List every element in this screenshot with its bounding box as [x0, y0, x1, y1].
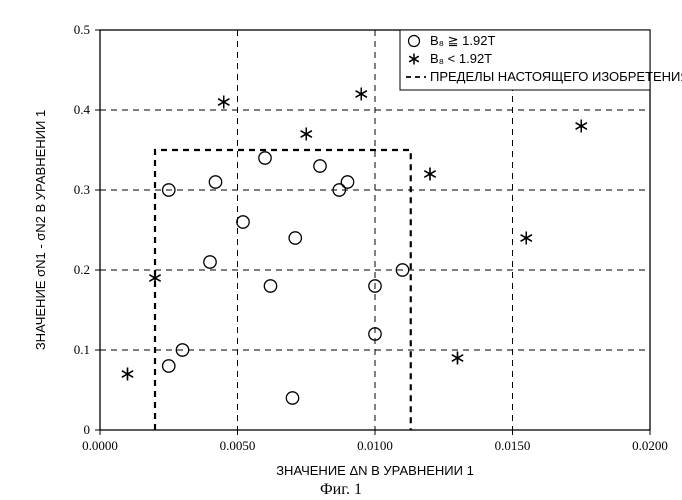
chart-container: 0.0000 0.0050 0.0100 0.0150 0.0200 0 0.1 0.2 0.3…	[0, 0, 682, 500]
ytick-label: 0.1	[74, 342, 90, 357]
legend-label: B₈ < 1.92T	[430, 51, 492, 66]
ytick-label: 0.2	[74, 262, 90, 277]
ytick-label: 0.5	[74, 22, 90, 37]
scatter-chart: 0.0000 0.0050 0.0100 0.0150 0.0200 0 0.1 0.2 0.3…	[0, 0, 682, 500]
xtick-label: 0.0050	[220, 438, 256, 453]
figure-caption: Фиг. 1	[320, 481, 362, 498]
x-axis-title: ЗНАЧЕНИЕ ΔN В УРАВНЕНИИ 1	[276, 463, 474, 478]
ytick-label: 0.3	[74, 182, 90, 197]
ytick-label: 0.4	[74, 102, 91, 117]
ytick-label: 0	[84, 422, 91, 437]
xtick-label: 0.0000	[82, 438, 118, 453]
xtick-label: 0.0200	[632, 438, 668, 453]
legend-label: ПРЕДЕЛЫ НАСТОЯЩЕГО ИЗОБРЕТЕНИЯ	[430, 69, 682, 84]
legend: B₈ ≧ 1.92T B₈ < 1.92T ПРЕДЕЛЫ НАСТОЯЩЕГО И…	[400, 30, 682, 90]
xtick-label: 0.0100	[357, 438, 393, 453]
y-axis-title: ЗНАЧЕНИЕ σN1 - σN2 В УРАВНЕНИИ 1	[33, 110, 48, 350]
xtick-label: 0.0150	[495, 438, 531, 453]
legend-label: B₈ ≧ 1.92T	[430, 33, 495, 48]
